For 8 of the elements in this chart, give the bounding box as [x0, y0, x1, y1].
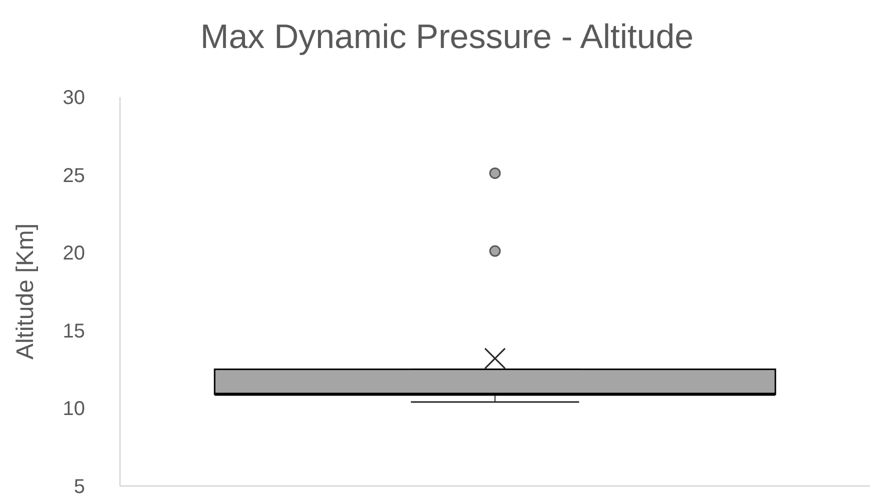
y-tick-label: 30: [62, 87, 85, 109]
y-tick-label: 10: [62, 398, 85, 420]
chart-title: Max Dynamic Pressure - Altitude: [200, 18, 694, 56]
y-tick-label: 5: [74, 476, 85, 498]
y-axis-title: Altitude [Km]: [12, 223, 39, 360]
y-tick-label: 20: [62, 242, 85, 265]
y-tick-label: 15: [62, 320, 85, 342]
y-tick-label: 25: [62, 164, 85, 187]
